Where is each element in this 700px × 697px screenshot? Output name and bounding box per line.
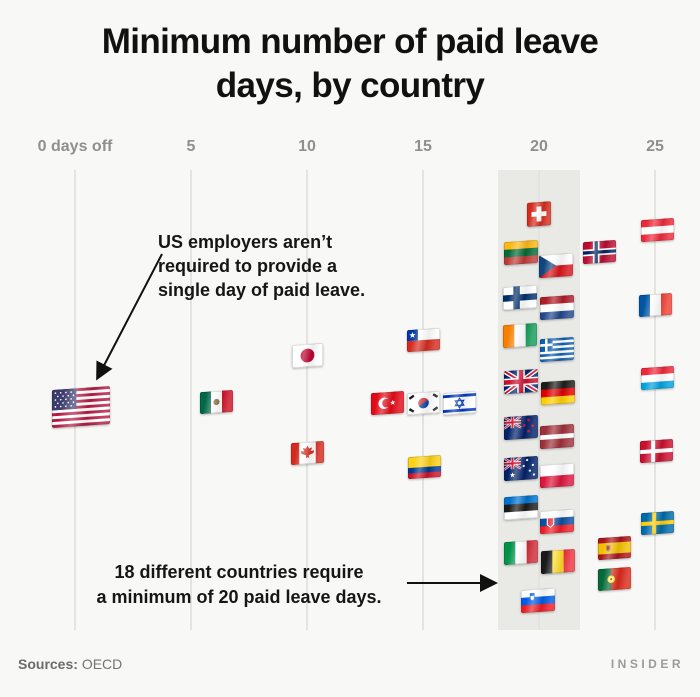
flag-slovenia bbox=[521, 587, 555, 613]
gridline-20 bbox=[538, 170, 540, 630]
flag-finland bbox=[503, 284, 537, 310]
flag-austria bbox=[640, 217, 674, 243]
arrow-to-us-flag bbox=[96, 253, 163, 381]
annotation-line: single day of paid leave. bbox=[158, 280, 366, 300]
flag-sweden bbox=[640, 510, 674, 536]
chart-title-line1: Minimum number of paid leave bbox=[101, 22, 599, 61]
flag-chile bbox=[406, 327, 440, 353]
flag-portugal bbox=[597, 566, 631, 592]
flag-czech-republic bbox=[539, 252, 573, 278]
flag-slovakia bbox=[540, 508, 574, 534]
flag-latvia bbox=[540, 423, 574, 449]
flag-italy bbox=[504, 539, 538, 565]
sources-prefix: Sources: bbox=[18, 656, 78, 672]
flag-denmark bbox=[639, 438, 673, 464]
flag-lithuania bbox=[504, 239, 538, 265]
flag-colombia bbox=[407, 454, 441, 480]
flag-australia bbox=[504, 455, 538, 481]
flag-south-korea bbox=[406, 390, 440, 416]
axis-tick-15: 15 bbox=[414, 138, 432, 155]
flag-ireland bbox=[503, 322, 537, 348]
annotation-us-zero-days: US employers aren’t required to provide a… bbox=[158, 230, 400, 302]
flag-estonia bbox=[504, 494, 538, 520]
flag-norway bbox=[582, 239, 616, 265]
annotation-line: 18 different countries require bbox=[114, 562, 364, 582]
annotation-line: required to provide a bbox=[158, 256, 338, 276]
flag-turkey bbox=[370, 390, 404, 416]
flag-belgium bbox=[541, 548, 575, 574]
footer: Sources: OECD INSIDER bbox=[18, 656, 684, 672]
flag-canada bbox=[290, 440, 324, 466]
axis-tick-20: 20 bbox=[530, 138, 548, 155]
flag-netherlands bbox=[540, 294, 574, 320]
flag-greece bbox=[540, 336, 574, 362]
sources-value: OECD bbox=[81, 656, 123, 672]
insider-logo: INSIDER bbox=[610, 657, 684, 671]
flag-luxembourg bbox=[640, 365, 674, 391]
flag-switzerland bbox=[527, 201, 551, 227]
annotation-18-countries: 18 different countries require a minimum … bbox=[78, 560, 400, 610]
axis-tick-5: 5 bbox=[186, 138, 196, 155]
flag-poland bbox=[540, 462, 574, 488]
gridline-5 bbox=[190, 170, 192, 630]
gridline-25 bbox=[654, 170, 656, 630]
flag-new-zealand bbox=[504, 414, 538, 440]
gridline-10 bbox=[306, 170, 308, 630]
flag-germany bbox=[541, 379, 575, 405]
annotation-line: a minimum of 20 paid leave days. bbox=[96, 587, 382, 607]
sources-label: Sources: OECD bbox=[18, 656, 122, 672]
flag-france bbox=[638, 292, 672, 318]
flag-united-states bbox=[52, 385, 110, 429]
flag-mexico bbox=[199, 389, 233, 415]
axis-tick-0: 0 days off bbox=[37, 138, 113, 155]
flag-united-kingdom bbox=[504, 368, 538, 394]
axis-tick-25: 25 bbox=[646, 138, 664, 155]
axis-tick-10: 10 bbox=[298, 138, 316, 155]
chart-title-line2: days, by country bbox=[215, 66, 485, 105]
flag-japan bbox=[291, 342, 323, 368]
flag-israel bbox=[442, 390, 476, 416]
annotation-line: US employers aren’t bbox=[158, 232, 333, 252]
flag-spain bbox=[597, 535, 631, 561]
chart-title: Minimum number of paid leave days, by co… bbox=[0, 20, 700, 108]
